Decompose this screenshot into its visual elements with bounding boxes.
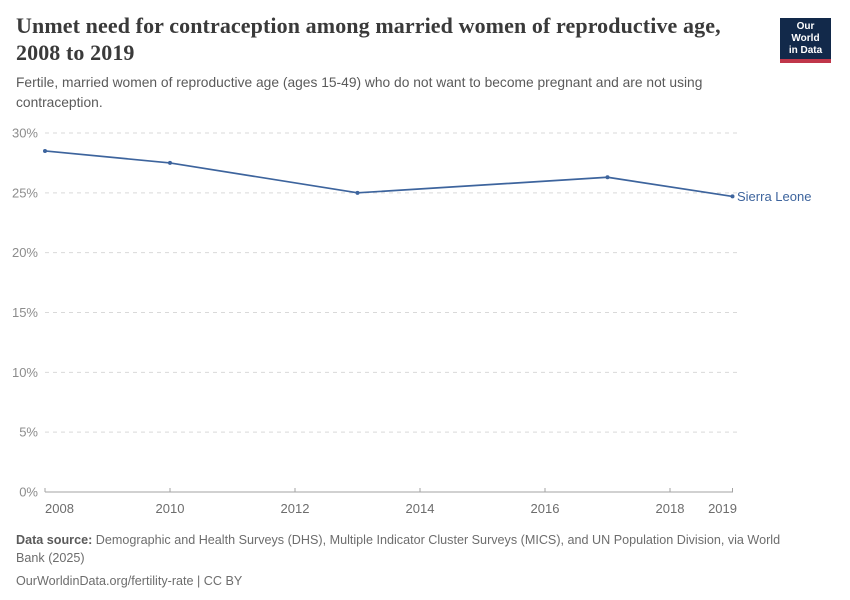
- y-tick-label: 0%: [19, 485, 38, 500]
- y-tick-label: 20%: [12, 245, 38, 260]
- x-tick-label: 2016: [531, 501, 560, 516]
- y-tick-label: 10%: [12, 365, 38, 380]
- x-tick-label: 2018: [656, 501, 685, 516]
- x-tick-label: 2012: [281, 501, 310, 516]
- data-point: [605, 175, 610, 180]
- page-title: Unmet need for contraception among marri…: [16, 13, 721, 66]
- data-point: [43, 148, 47, 153]
- footer: Data source: Demographic and Health Surv…: [16, 531, 811, 590]
- data-point: [730, 194, 735, 199]
- data-source-line: Data source: Demographic and Health Surv…: [16, 531, 811, 568]
- y-tick-label: 25%: [12, 185, 38, 200]
- series-line: [44, 150, 733, 198]
- data-source-text: Demographic and Health Surveys (DHS), Mu…: [16, 533, 781, 566]
- data-point: [168, 160, 172, 165]
- owid-logo: Our World in Data: [780, 18, 831, 63]
- chart-subtitle: Fertile, married women of reproductive a…: [16, 75, 703, 111]
- owid-logo-line1: Our World: [791, 21, 820, 44]
- x-tick-label: 2014: [406, 501, 435, 516]
- y-tick-label: 15%: [12, 305, 38, 320]
- y-tick-label: 5%: [19, 425, 38, 440]
- license-line: OurWorldinData.org/fertility-rate | CC B…: [16, 573, 243, 588]
- x-tick-label: 2019: [708, 501, 737, 516]
- line-chart: 0% 5% 10% 15% 20% 25% 30% 2008 2010 2012 2014 2016 2…: [12, 126, 811, 517]
- data-point: [355, 190, 360, 195]
- x-tick-label: 2010: [156, 501, 185, 516]
- y-tick-label: 30%: [12, 126, 38, 141]
- series-label: Sierra Leone: [737, 189, 811, 204]
- data-source-label: Data source:: [16, 533, 93, 547]
- x-tick-label: 2008: [45, 501, 74, 516]
- owid-logo-line2: in Data: [788, 45, 823, 56]
